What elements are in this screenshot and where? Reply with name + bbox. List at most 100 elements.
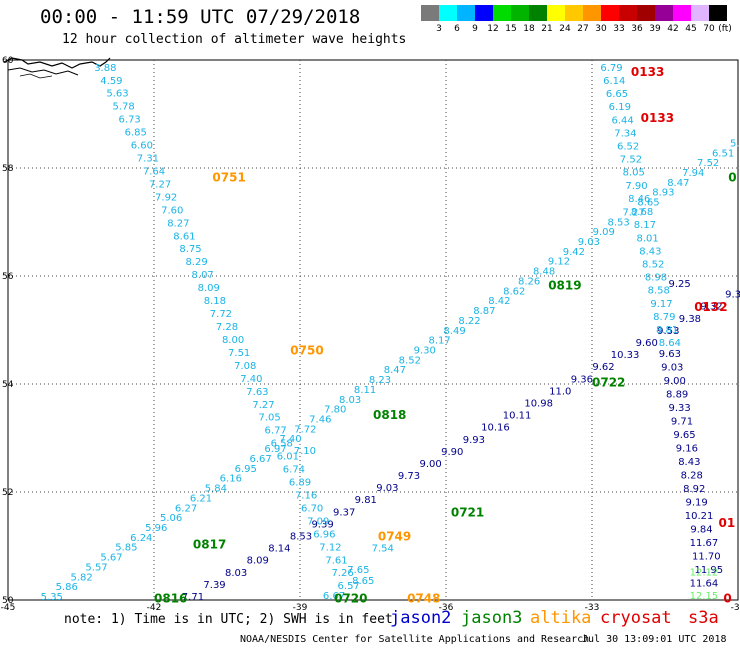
wave-height-value: 8.01 bbox=[636, 233, 658, 244]
wave-height-value: 6.57 bbox=[338, 581, 360, 592]
wave-height-value: 11.0 bbox=[549, 386, 571, 397]
wave-height-value: 9.03 bbox=[376, 483, 398, 494]
wave-height-value: 11.67 bbox=[690, 538, 719, 549]
lon-tick-label: -45 bbox=[1, 603, 16, 613]
pass-time-label: 0721 bbox=[451, 505, 484, 519]
legend-swatch bbox=[673, 5, 691, 21]
wave-height-value: 8.58 bbox=[648, 286, 670, 297]
wave-height-value: 6.19 bbox=[609, 102, 631, 113]
wave-height-value: 7.39 bbox=[203, 580, 225, 591]
wave-height-value: 7.64 bbox=[143, 166, 165, 177]
legend-swatch bbox=[601, 5, 619, 21]
wave-height-value: 8.42 bbox=[488, 296, 510, 307]
wave-height-value: 9.12 bbox=[548, 257, 570, 268]
wave-height-value: 5.06 bbox=[160, 513, 182, 524]
wave-height-value: 8.26 bbox=[518, 276, 540, 287]
legend-unit: (ft) bbox=[718, 24, 732, 34]
wave-height-value: 10.98 bbox=[524, 398, 553, 409]
sat-altika-label: altika bbox=[530, 608, 592, 628]
wave-height-value: 8.62 bbox=[503, 286, 525, 297]
wave-height-value: 6.60 bbox=[131, 141, 153, 152]
wave-height-value: 8.79 bbox=[653, 312, 675, 323]
wave-height-value: 7.40 bbox=[240, 374, 262, 385]
legend-label: 12 bbox=[487, 24, 499, 34]
wave-height-value: 10.16 bbox=[481, 423, 510, 434]
wave-height-value: 8.46 bbox=[628, 194, 650, 205]
wave-height-value: 6.67 bbox=[250, 454, 272, 465]
pass-time-label: 0817 bbox=[193, 538, 226, 552]
legend-swatch bbox=[637, 5, 655, 21]
lat-tick-label: 58 bbox=[2, 164, 14, 174]
pass-time-labels: 0133 0133 0751 0750 0819 0818 0722 0132 0721 0817… bbox=[154, 65, 737, 606]
wave-height-value: 7.27 bbox=[252, 400, 274, 411]
legend-swatch bbox=[547, 5, 565, 21]
pass-time-label: 0818 bbox=[373, 408, 406, 422]
wave-height-value: 7.28 bbox=[216, 322, 238, 333]
wave-height-value: 8.92 bbox=[683, 484, 705, 495]
wave-height-value: 9.90 bbox=[441, 447, 463, 458]
wave-height-value: 6.73 bbox=[119, 115, 141, 126]
sat-jason2-label: jason2 bbox=[390, 608, 452, 628]
credit-text: NOAA/NESDIS Center for Satellite Applica… bbox=[240, 634, 590, 645]
page-title: 00:00 - 11:59 UTC 07/29/2018 bbox=[40, 6, 361, 28]
wave-height-value: 11.95 bbox=[694, 565, 723, 576]
wave-height-value: 7.65 bbox=[347, 565, 369, 576]
wave-height-value: 9.30 bbox=[414, 345, 436, 356]
generated-timestamp: Jul 30 13:09:01 UTC 2018 bbox=[582, 634, 727, 645]
wave-height-value: 9.16 bbox=[676, 444, 698, 455]
wave-height-value: 7.51 bbox=[228, 348, 250, 359]
pass-time-label: 0750 bbox=[290, 343, 323, 357]
wave-height-value: 9.32 bbox=[700, 302, 722, 313]
wave-height-value: 9.71 bbox=[671, 417, 693, 428]
wave-height-value: 12.15 bbox=[690, 591, 719, 602]
wave-height-value: 9.60 bbox=[636, 338, 658, 349]
wave-height-value: 8.22 bbox=[458, 316, 480, 327]
wave-height-value: 7.52 bbox=[620, 155, 642, 166]
wave-height-value: 6.65 bbox=[606, 89, 628, 100]
wave-height-value: 11.64 bbox=[690, 579, 719, 590]
legend-swatch bbox=[457, 5, 475, 21]
wave-height-value: 8.68 bbox=[631, 207, 653, 218]
wave-height-value: 5.35 bbox=[41, 592, 63, 603]
pass-time-label: 0 bbox=[723, 592, 731, 606]
wave-height-value: 9.00 bbox=[419, 459, 441, 470]
wave-height-value: 6.44 bbox=[611, 115, 633, 126]
wave-height-value: 5.82 bbox=[71, 572, 93, 583]
wave-height-value: 7.60 bbox=[161, 205, 183, 216]
sat-s3a-label: s3a bbox=[688, 608, 719, 628]
wave-height-value: 9.93 bbox=[463, 435, 485, 446]
footnote: note: 1) Time is in UTC; 2) SWH is in fe… bbox=[64, 612, 393, 627]
wave-height-value: 8.65 bbox=[637, 198, 659, 209]
lat-tick-label: 52 bbox=[2, 488, 13, 498]
wave-height-value: 6.24 bbox=[130, 533, 152, 544]
wave-height-value: 8.17 bbox=[429, 336, 451, 347]
wave-height-value: 8.17 bbox=[634, 220, 656, 231]
wave-height-value: 5.63 bbox=[106, 89, 128, 100]
wave-height-value: 10.33 bbox=[611, 350, 640, 361]
wave-height-value: 6.97 bbox=[264, 444, 286, 455]
wave-height-value: 8.09 bbox=[198, 283, 220, 294]
lat-tick-label: 50 bbox=[2, 596, 14, 606]
legend-label: 9 bbox=[472, 24, 478, 34]
wave-height-value: 8.89 bbox=[666, 390, 688, 401]
wave-height-value: 3.88 bbox=[94, 63, 116, 74]
wave-height-value: 9.65 bbox=[673, 430, 695, 441]
legend-swatch bbox=[421, 5, 439, 21]
wave-height-value: 8.48 bbox=[533, 267, 555, 278]
wave-height-value: 6.77 bbox=[265, 426, 287, 437]
wave-height-value: 8.11 bbox=[354, 385, 376, 396]
legend-swatch bbox=[619, 5, 637, 21]
wave-height-value: 7.34 bbox=[614, 128, 636, 139]
lon-tick-label: -42 bbox=[147, 603, 162, 613]
wave-height-value: 9.39 bbox=[311, 519, 333, 530]
wave-height-value: 8.75 bbox=[179, 244, 201, 255]
wave-height-value: 8.52 bbox=[399, 355, 421, 366]
coastline bbox=[3, 57, 111, 79]
wave-height-value: 8.03 bbox=[339, 395, 361, 406]
wave-height-value: 9.62 bbox=[592, 362, 614, 373]
pass-time-label: 01 bbox=[719, 516, 736, 530]
wave-height-value: 6.96 bbox=[313, 529, 335, 540]
wave-height-value: 7.05 bbox=[258, 413, 280, 424]
wave-height-value: 9.84 bbox=[690, 525, 712, 536]
